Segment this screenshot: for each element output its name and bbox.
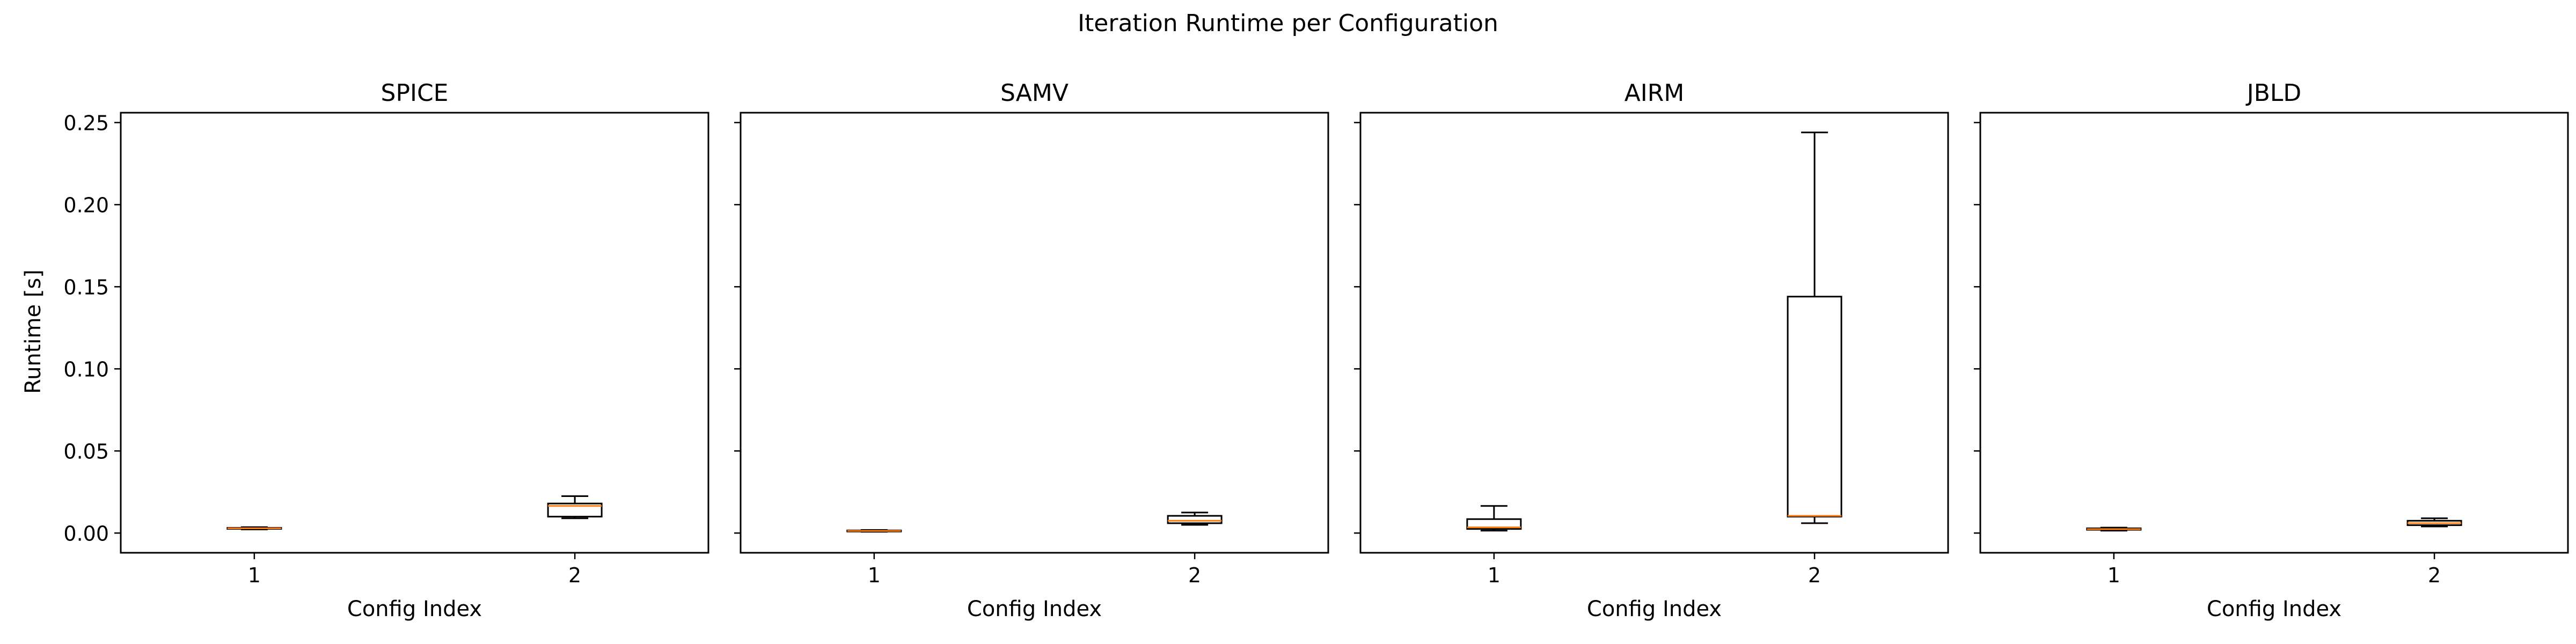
box-spice-config-1	[226, 526, 282, 531]
panel-airm: AIRM 1 2 Config Index	[1354, 79, 1949, 621]
box-airm-config-1	[1466, 505, 1522, 532]
panel-frame	[1979, 112, 2569, 554]
y-tick-label: 0.20	[63, 193, 109, 217]
x-tick-label: 1	[868, 564, 881, 587]
box-iqr	[547, 502, 603, 518]
box-jbld-config-2	[2406, 517, 2462, 528]
x-tick-label: 2	[1808, 564, 1821, 587]
x-tick-label: 2	[2428, 564, 2441, 587]
panels: SPICE 0.00 0.05 0.10 0.15 0.20 0.25 1 2 Config In…	[63, 79, 2569, 621]
panel-title: SPICE	[381, 79, 449, 107]
panel-frame	[740, 112, 1329, 554]
x-tick-label: 2	[1188, 564, 1201, 587]
box-iqr	[1787, 296, 1842, 518]
x-tick-label: 1	[248, 564, 261, 587]
x-axis-label: Config Index	[1587, 597, 1722, 621]
panel-frame	[120, 112, 709, 554]
panel-frame	[1359, 112, 1949, 554]
x-tick-label: 1	[2107, 564, 2120, 587]
x-axis-label: Config Index	[347, 597, 482, 621]
y-tick-label: 0.05	[63, 440, 109, 463]
box-airm-config-2	[1787, 131, 1842, 524]
x-tick-label: 2	[568, 564, 581, 587]
x-tick-label: 1	[1488, 564, 1501, 587]
x-axis-label: Config Index	[2207, 597, 2341, 621]
box-iqr	[1466, 518, 1522, 530]
y-tick-label: 0.00	[63, 522, 109, 545]
panel-title: SAMV	[1000, 79, 1069, 107]
panel-title: JBLD	[2245, 79, 2302, 107]
figure-title: Iteration Runtime per Configuration	[1078, 10, 1498, 37]
panel-jbld: JBLD 1 2 Config Index	[1974, 79, 2569, 621]
panel-spice: SPICE 0.00 0.05 0.10 0.15 0.20 0.25 1 2 Config In…	[63, 79, 709, 621]
box-spice-config-2	[547, 495, 603, 519]
y-tick-label: 0.15	[63, 275, 109, 299]
box-iqr	[1167, 515, 1223, 524]
panel-samv: SAMV 1 2 Config Index	[734, 79, 1329, 621]
y-tick-label: 0.25	[63, 111, 109, 135]
box-samv-config-2	[1167, 511, 1223, 526]
box-samv-config-1	[846, 529, 902, 533]
y-tick-label: 0.10	[63, 357, 109, 381]
x-axis-label: Config Index	[967, 597, 1102, 621]
y-axis-label: Runtime [s]	[21, 269, 46, 394]
box-jbld-config-1	[2086, 526, 2142, 532]
panel-title: AIRM	[1624, 79, 1685, 107]
